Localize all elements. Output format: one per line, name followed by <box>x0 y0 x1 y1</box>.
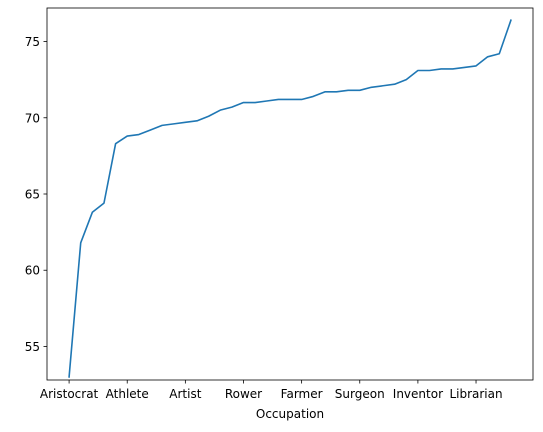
x-tick-label: Farmer <box>281 387 323 401</box>
y-axis: 55 60 65 70 75 <box>25 35 47 354</box>
series-line <box>68 19 512 378</box>
y-tick-label: 75 <box>25 35 40 49</box>
x-tick-label: Rower <box>225 387 262 401</box>
data-layer <box>68 19 512 378</box>
x-tick-label: Artist <box>169 387 201 401</box>
y-tick-label: 65 <box>25 188 40 202</box>
x-tick-label: Librarian <box>449 387 502 401</box>
y-tick-label: 55 <box>25 340 40 354</box>
x-axis: Aristocrat Athlete Artist Rower Farmer Surgeo… <box>40 380 503 401</box>
x-tick-label: Surgeon <box>335 387 385 401</box>
x-tick-label: Athlete <box>106 387 149 401</box>
x-axis-title: Occupation <box>256 407 324 421</box>
y-tick-label: 60 <box>25 264 40 278</box>
plot-area <box>46 7 534 381</box>
plot-frame <box>46 7 534 381</box>
y-tick-label: 70 <box>25 111 40 125</box>
x-tick-label: Aristocrat <box>40 387 99 401</box>
x-tick-label: Inventor <box>393 387 443 401</box>
